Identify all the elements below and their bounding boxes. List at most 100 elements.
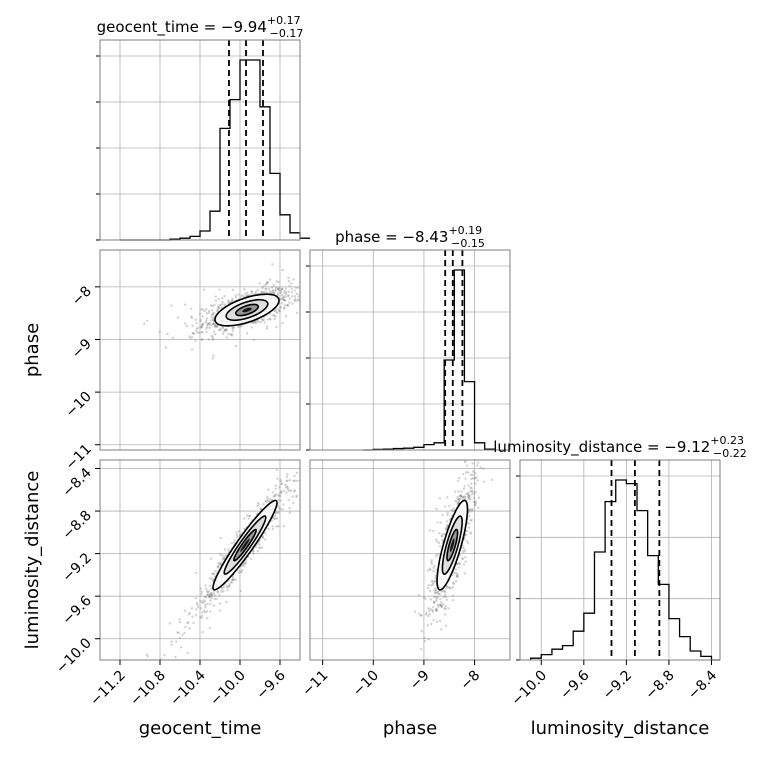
- scatter-point: [427, 615, 430, 618]
- scatter-point: [339, 277, 341, 279]
- title-main: luminosity_distance = −9.12: [493, 438, 710, 457]
- scatter-point: [268, 289, 272, 293]
- scatter-point: [280, 302, 284, 305]
- scatter-point: [460, 494, 463, 498]
- scatter-point: [210, 334, 214, 337]
- scatter-point: [206, 602, 209, 606]
- scatter-point: [462, 546, 465, 550]
- scatter-point: [459, 494, 463, 497]
- scatter-point: [320, 465, 322, 467]
- scatter-point: [434, 574, 437, 577]
- scatter-points: [413, 460, 494, 660]
- scatter-point: [474, 490, 477, 494]
- scatter-point: [418, 612, 421, 616]
- scatter-point: [210, 323, 213, 326]
- scatter-point: [470, 493, 474, 496]
- scatter-point: [278, 286, 281, 290]
- scatter-point: [290, 290, 294, 294]
- scatter-point: [191, 332, 194, 335]
- scatter-point: [295, 311, 299, 315]
- scatter-point: [287, 279, 291, 283]
- scatter-point: [467, 522, 471, 525]
- scatter-point: [446, 511, 449, 514]
- scatter-point: [258, 546, 261, 550]
- scatter-point: [206, 323, 209, 327]
- scatter-point: [192, 332, 196, 336]
- scatter-point: [464, 477, 467, 480]
- scatter-point: [291, 302, 294, 305]
- scatter-point: [437, 541, 441, 545]
- scatter-point: [292, 501, 295, 505]
- scatter-point: [233, 538, 236, 542]
- scatter-point: [204, 319, 208, 322]
- scatter-point: [219, 561, 223, 564]
- scatter-point: [276, 292, 280, 295]
- scatter-point: [432, 618, 435, 622]
- scatter-point: [274, 484, 277, 487]
- scatter-point: [166, 332, 169, 336]
- scatter-point: [207, 338, 211, 341]
- scatter-point: [282, 295, 285, 298]
- scatter-point: [284, 287, 288, 290]
- scatter-point: [223, 548, 227, 551]
- scatter-point: [454, 499, 457, 503]
- hist-panel-geocent_time: geocent_time = −9.94+0.17 −0.17: [96, 14, 310, 241]
- scatter-point: [305, 455, 307, 457]
- scatter-point: [471, 490, 474, 493]
- scatter-point: [282, 489, 286, 492]
- scatter-point: [451, 594, 455, 597]
- scatter-point: [261, 534, 265, 538]
- scatter-point: [247, 517, 250, 520]
- x-tick-label: −10.0: [207, 668, 249, 710]
- scatter-point: [278, 494, 282, 498]
- hist-panel-luminosity_distance: luminosity_distance = −9.12+0.23 −0.22: [493, 434, 747, 661]
- scatter-point: [231, 297, 234, 300]
- scatter-point: [276, 494, 280, 497]
- scatter-point: [317, 457, 319, 459]
- scatter-point: [191, 615, 194, 618]
- scatter-point: [207, 595, 211, 599]
- scatter-point: [184, 322, 187, 325]
- scatter-point: [435, 608, 438, 611]
- scatter-point: [419, 614, 422, 617]
- scatter-point: [431, 579, 434, 583]
- scatter-point: [201, 330, 204, 334]
- scatter-point: [266, 495, 269, 499]
- scatter-point: [289, 489, 293, 492]
- scatter-point: [209, 610, 212, 613]
- scatter-point: [214, 323, 217, 327]
- scatter-point: [227, 332, 230, 336]
- scatter-point: [454, 490, 457, 493]
- scatter-point: [436, 596, 439, 599]
- scatter-point: [237, 293, 240, 296]
- scatter-point: [271, 527, 275, 531]
- scatter-point: [444, 595, 448, 599]
- scatter-point: [274, 289, 277, 292]
- scatter-point: [205, 593, 209, 596]
- scatter-point: [436, 603, 440, 607]
- scatter-point: [244, 561, 248, 564]
- scatter-point: [231, 299, 234, 302]
- scatter-point: [186, 651, 189, 655]
- scatter-point: [270, 286, 274, 289]
- scatter-point: [439, 598, 442, 601]
- scatter-point: [201, 323, 204, 327]
- scatter-point: [202, 598, 205, 602]
- scatter-point: [456, 575, 459, 579]
- scatter-point: [221, 300, 224, 304]
- scatter-point: [212, 592, 216, 595]
- scatter-point: [443, 505, 447, 508]
- scatter-point: [212, 604, 216, 607]
- scatter-point: [283, 291, 286, 295]
- scatter-point: [225, 336, 228, 339]
- scatter-point: [217, 562, 220, 565]
- scatter-point: [231, 327, 234, 330]
- scatter-point: [231, 575, 235, 579]
- scatter-point: [223, 555, 226, 558]
- title-plus: +0.23: [710, 434, 744, 447]
- scatter-point: [216, 309, 219, 313]
- scatter-point: [145, 653, 149, 656]
- scatter-point: [216, 308, 219, 311]
- scatter-point: [433, 589, 436, 592]
- scatter-point: [203, 309, 206, 313]
